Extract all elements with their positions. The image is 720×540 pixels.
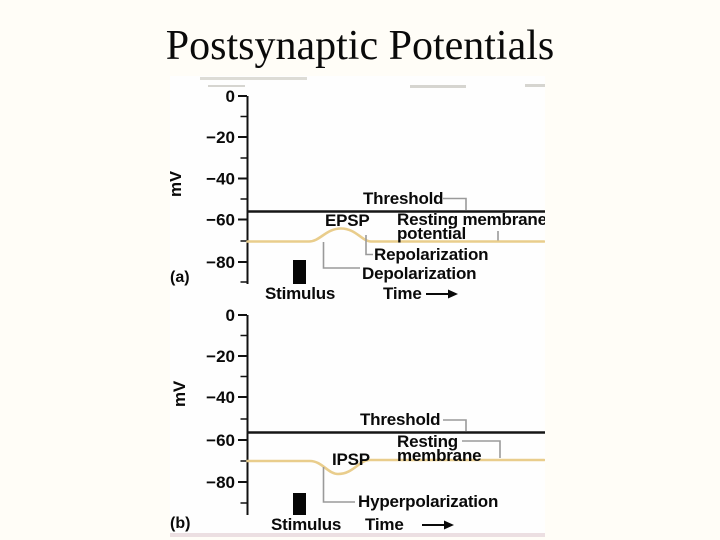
panel-b-stimulus-bar bbox=[293, 493, 306, 515]
panel-a-repolarization-leader bbox=[365, 235, 373, 256]
panel-b-ipsp-curve bbox=[246, 458, 545, 476]
panel-b-tick-40: −40 bbox=[206, 388, 235, 407]
panel-b-time-arrow-icon bbox=[422, 520, 454, 530]
slide-title: Postsynaptic Potentials bbox=[165, 23, 555, 69]
panel-b-stimulus-label: Stimulus bbox=[271, 515, 341, 534]
panel-b-y-axis-label: mV bbox=[170, 380, 189, 407]
panel-b-chart: 0 −20 −40 −60 −80 mV Threshold Resting m… bbox=[170, 306, 545, 534]
panel-b-tick-0: 0 bbox=[226, 306, 235, 325]
scan-artifact bbox=[208, 85, 245, 87]
panel-a-tick-40: −40 bbox=[206, 170, 235, 189]
panel-a-time-arrow-icon bbox=[426, 289, 458, 299]
panel-a-tick-60: −60 bbox=[206, 211, 235, 230]
panel-a-tick-0: 0 bbox=[226, 87, 235, 106]
postsynaptic-potentials-figure: 0 −20 −40 −60 −80 mV Threshold EPSP Rest… bbox=[170, 76, 545, 537]
membrane-potential-chart: 0 −20 −40 −60 −80 mV Threshold EPSP Rest… bbox=[170, 87, 545, 534]
panel-b-threshold-label: Threshold bbox=[360, 410, 440, 429]
panel-a-epsp-label: EPSP bbox=[325, 211, 370, 230]
panel-b-tick-20: −20 bbox=[206, 347, 235, 366]
panel-a-stimulus-label: Stimulus bbox=[265, 284, 335, 303]
panel-a-time-label: Time bbox=[383, 284, 422, 303]
panel-a-tick-80: −80 bbox=[206, 253, 235, 272]
panel-a-letter: (a) bbox=[170, 269, 190, 286]
panel-b-tick-60: −60 bbox=[206, 431, 235, 450]
panel-b-tick-80: −80 bbox=[206, 473, 235, 492]
panel-b-resting-label-line1: Resting bbox=[397, 432, 458, 451]
panel-b-major-ticks bbox=[238, 314, 247, 483]
panel-b-ipsp-label: IPSP bbox=[332, 450, 370, 469]
scan-artifact bbox=[525, 84, 545, 87]
panel-a-tick-20: −20 bbox=[206, 128, 235, 147]
panel-b-time-label: Time bbox=[365, 515, 404, 534]
panel-a-resting-label-line1: Resting membrane bbox=[397, 210, 545, 229]
panel-b-threshold-leader bbox=[443, 419, 467, 431]
panel-a-minor-ticks bbox=[240, 115, 247, 283]
figure-bottom-strip bbox=[170, 533, 545, 537]
scan-artifact bbox=[410, 85, 466, 88]
panel-b-minor-ticks bbox=[240, 334, 247, 504]
scan-artifact bbox=[200, 77, 307, 80]
panel-a-depolarization-label: Depolarization bbox=[362, 264, 476, 283]
panel-a-stimulus-bar bbox=[293, 260, 306, 284]
panel-a-depolarization-leader bbox=[322, 242, 360, 269]
panel-b-letter: (b) bbox=[170, 515, 190, 532]
panel-b-hyperpolarization-label: Hyperpolarization bbox=[358, 492, 498, 511]
panel-a-threshold-leader bbox=[443, 197, 467, 210]
panel-a-major-ticks bbox=[238, 95, 247, 263]
panel-b-resting-label-line2: membrane bbox=[397, 446, 481, 465]
panel-a-threshold-label: Threshold bbox=[363, 189, 443, 208]
panel-a-chart: 0 −20 −40 −60 −80 mV Threshold EPSP Rest… bbox=[170, 87, 545, 303]
panel-a-resting-label-line2: potential bbox=[397, 224, 466, 243]
panel-b-resting-leader bbox=[462, 440, 501, 458]
panel-a-repolarization-label: Repolarization bbox=[374, 245, 488, 264]
panel-b-hyperpolarization-leader bbox=[322, 467, 355, 503]
panel-a-y-axis-label: mV bbox=[170, 170, 185, 197]
panel-a-epsp-curve bbox=[246, 227, 545, 243]
